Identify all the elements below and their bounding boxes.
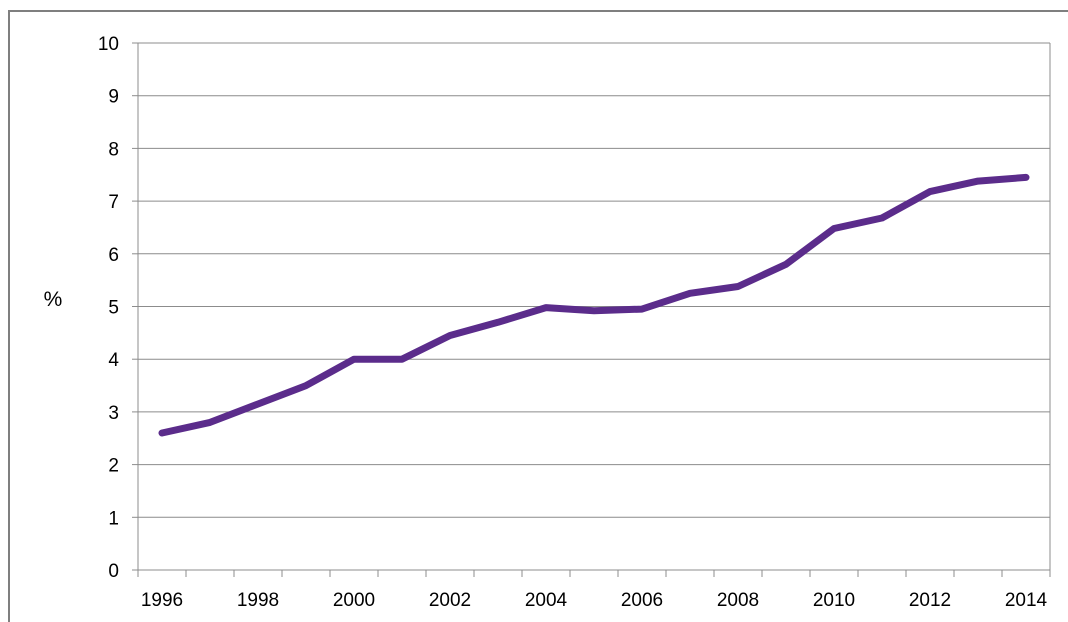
x-tick-label: 2010 (813, 590, 855, 611)
y-tick-label: 0 (108, 561, 119, 582)
x-tick-label: 2014 (1005, 590, 1048, 611)
axes (132, 42, 1051, 577)
x-tick-label: 2008 (717, 590, 759, 611)
x-tick-label: 2004 (525, 590, 568, 611)
y-tick-label: 10 (98, 34, 119, 55)
y-tick-label: 9 (108, 87, 119, 108)
y-tick-label: 5 (108, 298, 119, 319)
gridlines (138, 42, 1051, 570)
series-lines (158, 173, 1030, 437)
series-line-0 (158, 173, 1030, 437)
y-tick-label: 8 (108, 139, 119, 160)
chart-frame (8, 10, 1068, 622)
y-tick-label: 3 (108, 403, 119, 424)
x-tick-label: 2002 (429, 590, 471, 611)
y-tick-label: 7 (108, 192, 119, 213)
x-tick-label: 2012 (909, 590, 951, 611)
y-tick-label: 4 (108, 350, 119, 371)
x-tick-label: 1996 (141, 590, 183, 611)
x-tick-label: 2006 (621, 590, 663, 611)
y-tick-label: 6 (108, 245, 119, 266)
y-axis-title: % (44, 288, 63, 311)
tick-labels: 0 1 2 3 4 5 6 7 8 9 10 1996 1998 2000 2002 2004 2006 2008… (98, 34, 1048, 611)
y-tick-label: 2 (108, 456, 119, 477)
x-tick-label: 1998 (237, 590, 279, 611)
x-tick-label: 2000 (333, 590, 375, 611)
y-tick-label: 1 (108, 508, 119, 529)
